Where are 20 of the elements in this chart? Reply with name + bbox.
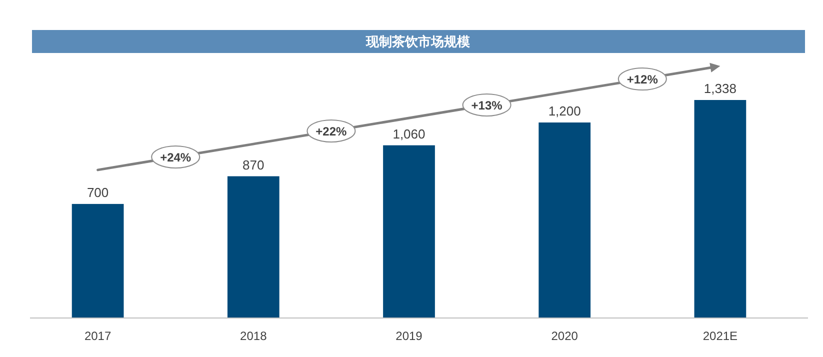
chart-title: 现制茶饮市场规模 [365, 34, 470, 49]
annotation: +22% [316, 124, 348, 138]
data-label: 870 [242, 157, 264, 172]
x-tick-label: 2019 [396, 329, 423, 343]
annotation: +24% [160, 150, 192, 164]
x-tick-label: 2020 [551, 329, 578, 343]
x-tick-label: 2018 [240, 329, 268, 343]
x-tick-label: 2017 [84, 329, 112, 343]
data-label: 1,200 [548, 103, 581, 118]
text: +12% [626, 72, 658, 86]
bar [538, 122, 591, 318]
bar [72, 204, 124, 318]
bar [694, 100, 746, 318]
bar [383, 145, 435, 318]
annotation: +13% [471, 98, 503, 112]
data-label: 700 [86, 184, 109, 200]
data-label: 1,338 [704, 81, 736, 96]
data-label: 1,060 [392, 126, 426, 142]
bar [227, 176, 280, 318]
x-tick-label: 2021E [702, 329, 738, 343]
